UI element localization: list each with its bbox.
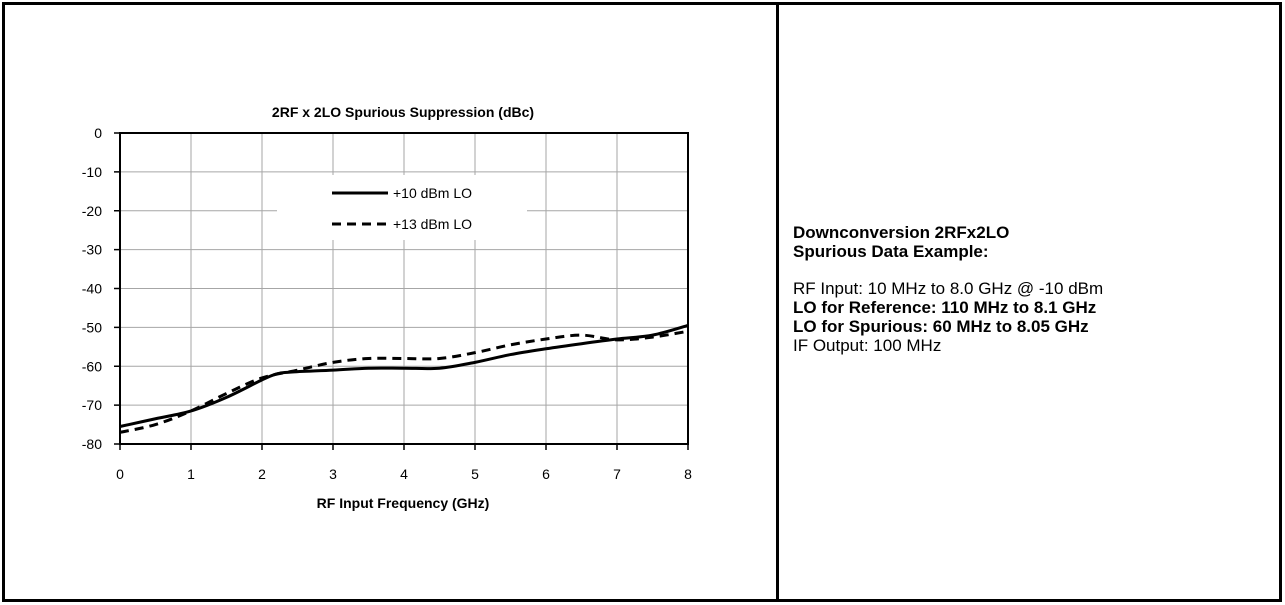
x-tick-label: 3 [329,466,337,482]
x-tick-label: 7 [613,466,621,482]
x-tick-label: 0 [116,466,124,482]
description-cell: Downconversion 2RFx2LO Spurious Data Exa… [779,5,1279,599]
x-axis: 0 1 2 3 4 5 6 7 8 [116,444,692,482]
y-tick-label: -70 [82,397,102,413]
legend-label-2: +13 dBm LO [393,216,472,232]
y-tick-label: -60 [82,358,102,374]
legend-background [277,175,527,240]
y-tick-label: -20 [82,203,102,219]
rf-input-spec: RF Input: 10 MHz to 8.0 GHz @ -10 dBm [793,279,1104,298]
y-tick-label: -50 [82,319,102,335]
x-axis-title: RF Input Frequency (GHz) [317,495,490,511]
chart-cell: 2RF x 2LO Spurious Suppression (dBc) 0 -1… [5,5,779,599]
x-tick-label: 4 [400,466,408,482]
description-block: Downconversion 2RFx2LO Spurious Data Exa… [793,223,1273,355]
description-heading-line-1: Downconversion 2RFx2LO [793,223,1010,242]
x-tick-label: 1 [187,466,195,482]
lo-reference-spec: LO for Reference: 110 MHz to 8.1 GHz [793,298,1097,317]
x-tick-label: 2 [258,466,266,482]
series-line-2 [119,329,689,434]
legend-label-1: +10 dBm LO [393,185,472,201]
y-tick-label: -40 [82,281,102,297]
lo-spurious-spec: LO for Spurious: 60 MHz to 8.05 GHz [793,317,1089,336]
x-tick-label: 5 [471,466,479,482]
y-tick-label: -30 [82,242,102,258]
y-tick-label: 0 [94,125,102,141]
y-tick-label: -10 [82,164,102,180]
y-axis: 0 -10 -20 -30 -40 -50 -60 -70 -80 [82,125,120,452]
series-lines [119,323,689,434]
description-heading-line-2: Spurious Data Example: [793,242,989,261]
legend: +10 dBm LO +13 dBm LO [277,175,527,240]
chart-title: 2RF x 2LO Spurious Suppression (dBc) [272,104,534,120]
x-tick-label: 6 [542,466,550,482]
x-tick-label: 8 [684,466,692,482]
if-output-spec: IF Output: 100 MHz [793,336,942,355]
y-tick-label: -80 [82,436,102,452]
series-line-1 [119,323,689,428]
spurious-suppression-chart: 2RF x 2LO Spurious Suppression (dBc) 0 -1… [82,104,692,511]
